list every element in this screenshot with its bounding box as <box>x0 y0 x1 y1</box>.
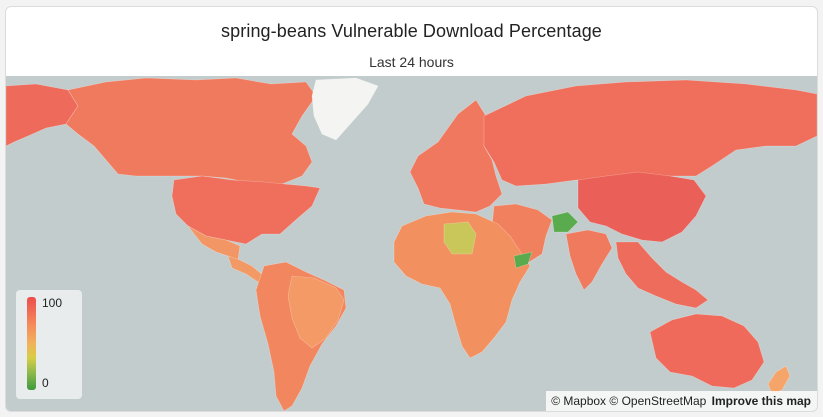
legend-gradient <box>27 297 36 390</box>
region-alaska[interactable] <box>6 83 79 147</box>
legend-min-label: 0 <box>42 376 49 390</box>
improve-map-link[interactable]: Improve this map <box>711 394 811 408</box>
osm-attribution-link[interactable]: © OpenStreetMap <box>609 394 707 408</box>
region-usa[interactable] <box>171 175 321 245</box>
region-afghanistan[interactable] <box>551 211 579 233</box>
mapbox-attribution-link[interactable]: © Mapbox <box>551 394 607 408</box>
color-legend: 100 0 <box>16 290 82 399</box>
map-card: spring-beans Vulnerable Download Percent… <box>5 6 818 412</box>
region-europe[interactable] <box>409 99 503 213</box>
legend-max-label: 100 <box>42 296 63 310</box>
region-canada[interactable] <box>65 77 317 185</box>
chart-title: spring-beans Vulnerable Download Percent… <box>221 21 602 41</box>
world-map[interactable]: 100 0 © Mapbox © OpenStreetMap Improve t… <box>6 76 817 411</box>
map-attribution: © Mapbox © OpenStreetMap Improve this ma… <box>546 391 817 411</box>
region-brazil[interactable] <box>287 275 345 349</box>
region-somalia[interactable] <box>513 251 533 269</box>
region-southeast-asia[interactable] <box>615 241 709 309</box>
chart-subtitle: Last 24 hours <box>369 54 454 70</box>
region-greenland[interactable] <box>311 77 379 141</box>
region-russia[interactable] <box>483 79 817 187</box>
region-australia[interactable] <box>649 313 765 389</box>
choropleth-map[interactable] <box>6 76 817 411</box>
region-china[interactable] <box>577 171 707 243</box>
region-africa[interactable] <box>393 211 531 359</box>
region-new-zealand[interactable] <box>767 365 791 395</box>
region-india[interactable] <box>565 229 613 291</box>
region-libya[interactable] <box>443 221 477 255</box>
